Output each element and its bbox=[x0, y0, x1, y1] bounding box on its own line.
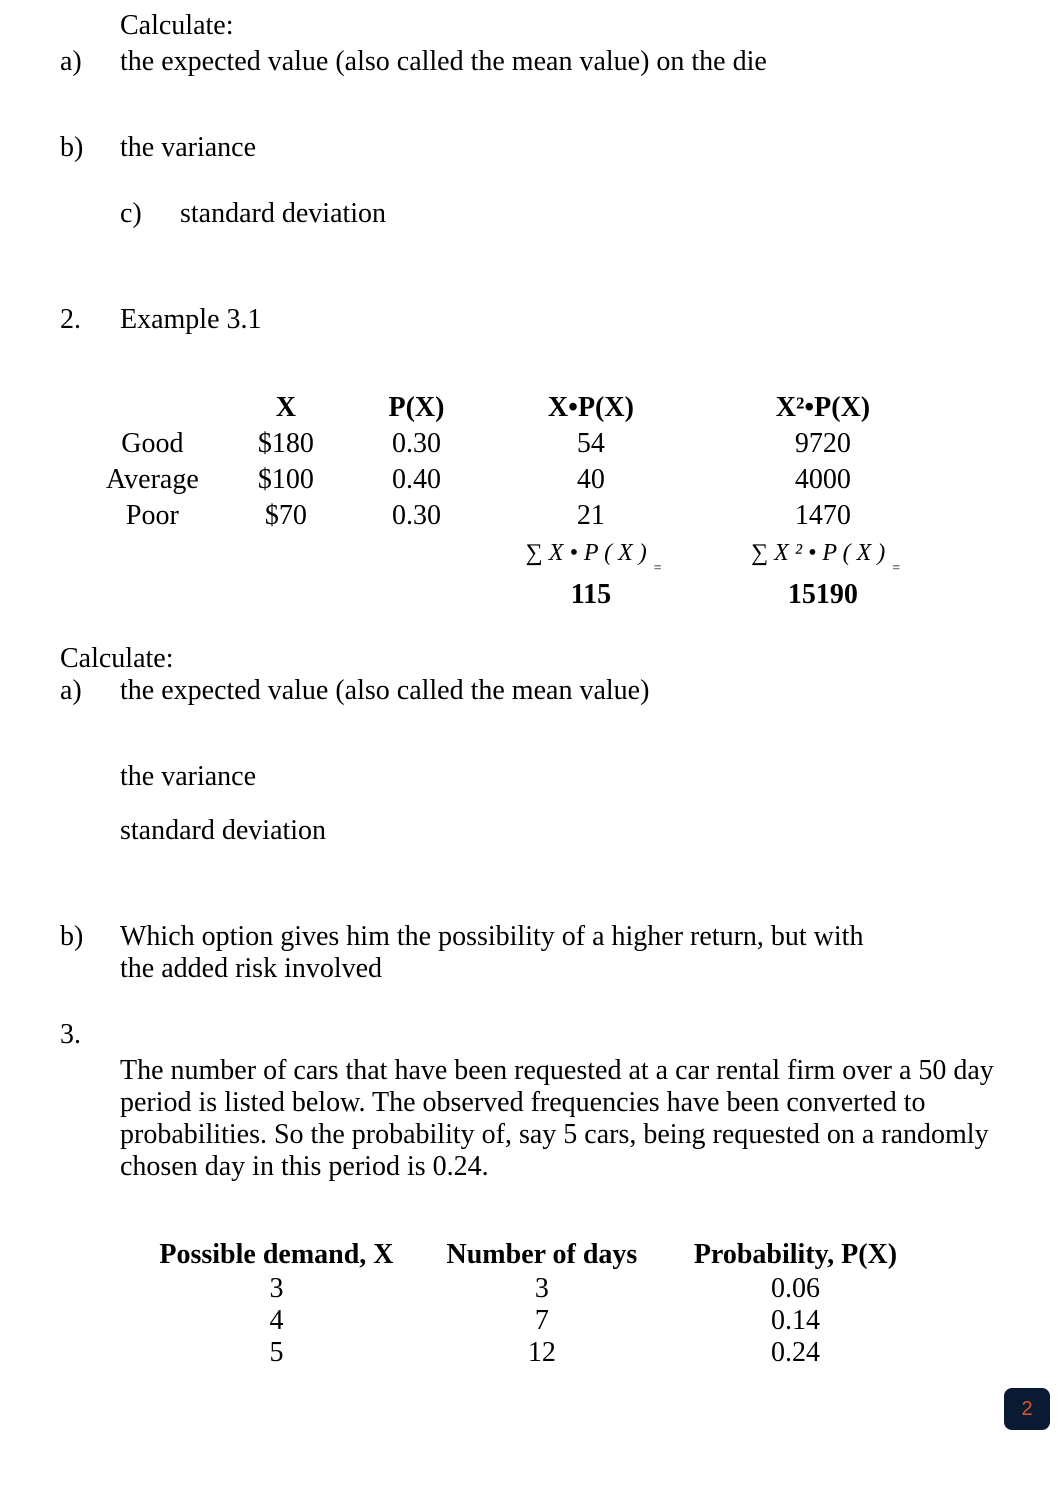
row-px: 0.30 bbox=[347, 498, 486, 534]
top-a-label: a) bbox=[60, 46, 120, 78]
mid-calculate: Calculate: bbox=[60, 643, 1002, 675]
row-xpx: 40 bbox=[486, 462, 696, 498]
mid-b-label: b) bbox=[60, 921, 120, 953]
table-row: 4 7 0.14 bbox=[130, 1305, 930, 1337]
mid-sd-row: standard deviation bbox=[60, 815, 1002, 847]
th-xpx: X•P(X) bbox=[486, 390, 696, 426]
cell-demand: 3 bbox=[130, 1273, 423, 1305]
row-px: 0.40 bbox=[347, 462, 486, 498]
row-label: Poor bbox=[80, 498, 225, 534]
th-prob: Probability, P(X) bbox=[661, 1237, 930, 1273]
top-c-row: c) standard deviation bbox=[60, 198, 1002, 230]
demand-table: Possible demand, X Number of days Probab… bbox=[130, 1237, 930, 1369]
row-x: $100 bbox=[225, 462, 347, 498]
row-x2px: 1470 bbox=[696, 498, 950, 534]
mid-sd-text: standard deviation bbox=[120, 815, 1002, 847]
cell-prob: 0.14 bbox=[661, 1305, 930, 1337]
cell-demand: 4 bbox=[130, 1305, 423, 1337]
th-x2px: X²•P(X) bbox=[696, 390, 950, 426]
row-x: $70 bbox=[225, 498, 347, 534]
table-header-row: X P(X) X•P(X) X²•P(X) bbox=[80, 390, 950, 426]
top-c-text: standard deviation bbox=[180, 198, 1002, 230]
table-row: Average $100 0.40 40 4000 bbox=[80, 462, 950, 498]
example-table: X P(X) X•P(X) X²•P(X) Good $180 0.30 54 … bbox=[80, 390, 950, 613]
mid-var-row: the variance bbox=[60, 761, 1002, 793]
top-calculate-row: Calculate: bbox=[60, 10, 1002, 42]
top-b-label: b) bbox=[60, 132, 120, 164]
section2-row: 2. Example 3.1 bbox=[60, 304, 1002, 336]
table-row: Good $180 0.30 54 9720 bbox=[80, 426, 950, 462]
th-days: Number of days bbox=[423, 1237, 661, 1273]
section3-para-row: The number of cars that have been reques… bbox=[60, 1055, 1002, 1183]
row-x: $180 bbox=[225, 426, 347, 462]
th-px: P(X) bbox=[347, 390, 486, 426]
mid-b-text: Which option gives him the possibility o… bbox=[120, 921, 900, 985]
section2-title: Example 3.1 bbox=[120, 304, 1002, 336]
section2-num: 2. bbox=[60, 304, 120, 336]
top-calculate: Calculate: bbox=[120, 10, 1002, 42]
table-row: 5 12 0.24 bbox=[130, 1337, 930, 1369]
total-xpx: 115 bbox=[486, 573, 696, 613]
section3-num: 3. bbox=[60, 1019, 120, 1051]
cell-days: 12 bbox=[423, 1337, 661, 1369]
section3-para: The number of cars that have been reques… bbox=[120, 1055, 1002, 1183]
page: Calculate: a) the expected value (also c… bbox=[0, 0, 1062, 1510]
top-b-row: b) the variance bbox=[60, 132, 1002, 164]
mid-a-text: the expected value (also called the mean… bbox=[120, 675, 1002, 707]
top-a-text: the expected value (also called the mean… bbox=[120, 46, 1002, 78]
row-label: Average bbox=[80, 462, 225, 498]
top-b-text: the variance bbox=[120, 132, 1002, 164]
table-row: 3 3 0.06 bbox=[130, 1273, 930, 1305]
section3-row: 3. bbox=[60, 1019, 1002, 1051]
cell-days: 7 bbox=[423, 1305, 661, 1337]
table-row: Poor $70 0.30 21 1470 bbox=[80, 498, 950, 534]
cell-days: 3 bbox=[423, 1273, 661, 1305]
th-blank bbox=[80, 390, 225, 426]
page-number-badge: 2 bbox=[1004, 1388, 1050, 1430]
top-c-label: c) bbox=[120, 198, 180, 230]
row-xpx: 54 bbox=[486, 426, 696, 462]
total-row: 115 15190 bbox=[80, 573, 950, 613]
cell-prob: 0.06 bbox=[661, 1273, 930, 1305]
cell-prob: 0.24 bbox=[661, 1337, 930, 1369]
page-number: 2 bbox=[1021, 1398, 1032, 1421]
mid-a-label: a) bbox=[60, 675, 120, 707]
row-px: 0.30 bbox=[347, 426, 486, 462]
mid-var-text: the variance bbox=[120, 761, 1002, 793]
row-x2px: 9720 bbox=[696, 426, 950, 462]
row-label: Good bbox=[80, 426, 225, 462]
table-header-row: Possible demand, X Number of days Probab… bbox=[130, 1237, 930, 1273]
mid-b-row: b) Which option gives him the possibilit… bbox=[60, 921, 1002, 985]
sum-x2px: ∑ X ² • P ( X )= bbox=[696, 534, 950, 573]
th-x: X bbox=[225, 390, 347, 426]
top-a-row: a) the expected value (also called the m… bbox=[60, 46, 1002, 78]
row-x2px: 4000 bbox=[696, 462, 950, 498]
sum-xpx: ∑ X • P ( X )= bbox=[486, 534, 696, 573]
th-demand: Possible demand, X bbox=[130, 1237, 423, 1273]
mid-a-row: a) the expected value (also called the m… bbox=[60, 675, 1002, 707]
sum-row: ∑ X • P ( X )= ∑ X ² • P ( X )= bbox=[80, 534, 950, 573]
row-xpx: 21 bbox=[486, 498, 696, 534]
cell-demand: 5 bbox=[130, 1337, 423, 1369]
total-x2px: 15190 bbox=[696, 573, 950, 613]
